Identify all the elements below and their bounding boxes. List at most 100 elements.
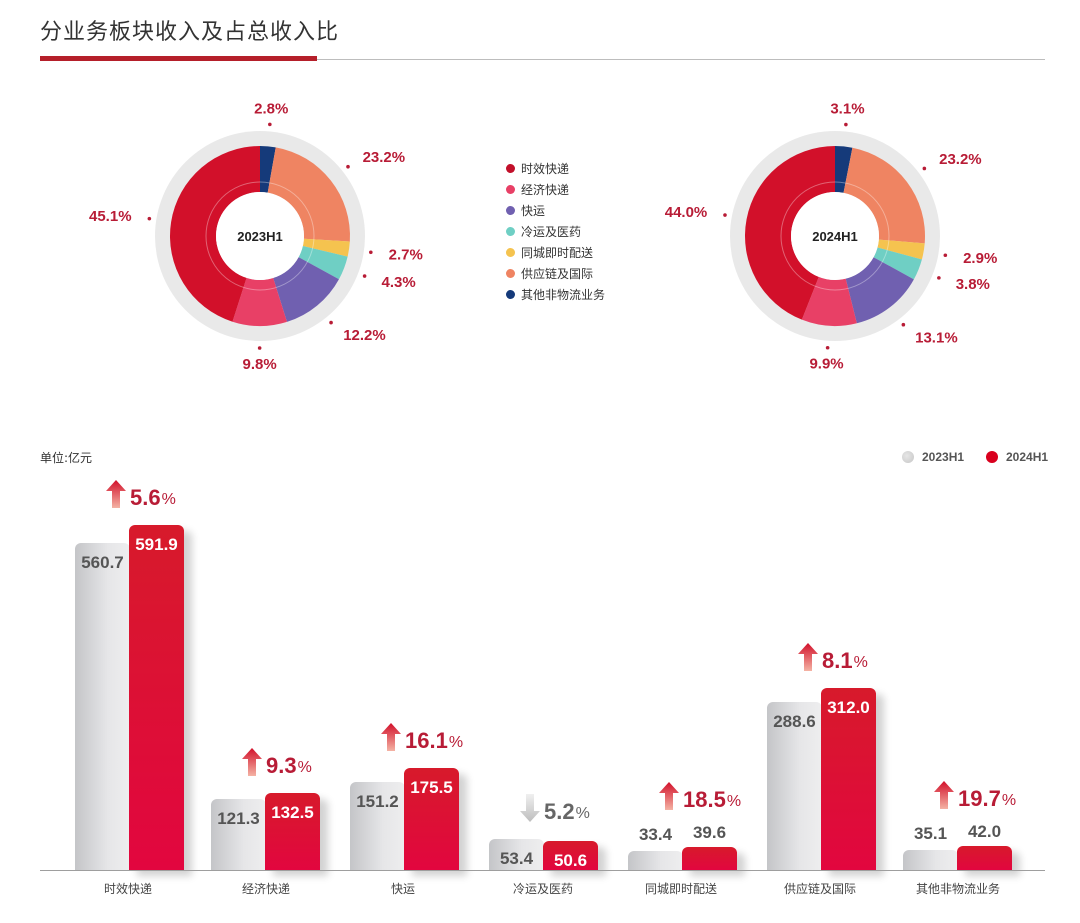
arrow-up-icon <box>381 722 401 751</box>
growth-unit: % <box>1001 791 1017 809</box>
donut-segment <box>873 247 922 280</box>
donut-segment <box>877 239 925 260</box>
growth-unit: % <box>853 654 868 672</box>
growth-unit: % <box>726 792 742 810</box>
percentage-label: 3.1% <box>830 101 864 118</box>
value-label-2023h1: 151.2 <box>356 791 399 811</box>
value-label-2023h1: 35.1 <box>913 823 948 843</box>
donut-legend: 时效快递 经济快递 快运 冷运及医药 同城即时配送 供应链及国际 其他非物流业务 <box>506 158 605 305</box>
arrow-up-icon <box>798 643 818 672</box>
donut-segment <box>170 146 260 322</box>
category-label: 时效快递 <box>103 882 152 896</box>
legend-dot-icon <box>506 185 515 194</box>
leader-dot-icon <box>844 122 848 127</box>
title-accent-bar <box>40 56 317 61</box>
donut-segment <box>845 257 914 324</box>
percentage-label: 2.8% <box>254 100 288 117</box>
value-label-2024h1: 175.5 <box>410 777 453 797</box>
leader-dot-icon <box>257 346 262 350</box>
bar-2024h1 <box>265 792 320 870</box>
legend-dot-icon <box>506 206 515 215</box>
growth-unit: % <box>297 758 312 776</box>
bar-2024h1 <box>543 840 598 870</box>
bar-group: 560.7 591.9 5.6% <box>75 0 195 870</box>
donut-chart-2024h1: 2024H1 3.1% 23.2% 2.9% 3.8% 13.1% 9.9% 44.0% <box>665 101 998 373</box>
bar-2024h1 <box>821 688 876 870</box>
legend-dot-icon <box>902 451 914 463</box>
donut-segment <box>835 146 853 193</box>
arrow-up-icon <box>659 781 679 810</box>
donut-segment <box>267 147 350 242</box>
bar-2024h1 <box>957 845 1012 870</box>
growth-value: 16.1 <box>405 727 448 753</box>
donut-center-label: 2023H1 <box>237 229 283 244</box>
leader-dot-icon <box>362 274 367 278</box>
growth-value: 5.6 <box>130 485 161 510</box>
value-label-2024h1: 132.5 <box>271 802 314 822</box>
percentage-label: 3.8% <box>956 276 990 293</box>
leader-dot-icon <box>329 320 333 325</box>
percentage-label: 2.7% <box>389 247 423 264</box>
donut-center-label: 2024H1 <box>812 229 858 244</box>
bar-group: 151.2 175.5 16.1% <box>350 0 470 870</box>
title-divider <box>40 59 1045 60</box>
legend-dot-icon <box>506 227 515 236</box>
legend-item: 其他非物流业务 <box>506 284 605 305</box>
donut-chart-2023h1: 2023H1 2.8% 23.2% 2.7% 4.3% 12.2% 9.8% 45.1% <box>89 100 423 373</box>
leader-dot-icon <box>922 166 927 171</box>
legend-dot-icon <box>506 290 515 299</box>
leader-dot-icon <box>147 216 152 221</box>
legend-label: 其他非物流业务 <box>521 288 606 302</box>
leader-dot-icon <box>268 122 272 127</box>
value-label-2024h1: 42.0 <box>967 821 1002 841</box>
leader-dot-icon <box>825 345 830 350</box>
legend-dot-icon <box>986 451 998 463</box>
bar-2024h1 <box>682 846 737 870</box>
legend-label: 2024H1 <box>1006 450 1049 464</box>
donut-segment <box>745 146 835 320</box>
percentage-label: 2.9% <box>963 250 997 267</box>
growth-value: 9.3 <box>266 752 297 778</box>
x-axis-baseline <box>40 870 1045 871</box>
percentage-label: 9.8% <box>242 356 276 373</box>
bar-group: 121.3 132.5 9.3% <box>211 0 331 870</box>
category-label: 同城即时配送 <box>644 882 717 896</box>
legend-label: 经济快递 <box>521 183 570 197</box>
bar-2023h1 <box>350 781 405 870</box>
value-label-2024h1: 50.6 <box>553 850 588 870</box>
legend-label: 冷运及医药 <box>521 225 582 239</box>
bar-legend-2023: 2023H1 <box>902 450 964 464</box>
legend-item: 时效快递 <box>506 158 605 179</box>
legend-dot-icon <box>506 248 515 257</box>
legend-item: 经济快递 <box>506 179 605 200</box>
growth-indicator: 8.1% <box>797 642 868 672</box>
growth-indicator: 5.2% <box>519 793 590 823</box>
legend-item: 同城即时配送 <box>506 242 605 263</box>
bar-2023h1 <box>211 799 266 870</box>
leader-dot-icon <box>369 250 373 255</box>
value-label-2023h1: 33.4 <box>638 824 673 844</box>
legend-item: 快运 <box>506 200 605 221</box>
leader-dot-icon <box>346 164 350 169</box>
donut-segment <box>260 146 276 193</box>
value-label-2024h1: 312.0 <box>827 698 870 718</box>
percentage-label: 4.3% <box>382 274 416 291</box>
growth-unit: % <box>448 733 464 751</box>
percentage-label: 9.9% <box>809 356 843 373</box>
growth-value: 19.7 <box>958 785 1001 811</box>
legend-dot-icon <box>506 164 515 173</box>
value-label-2023h1: 53.4 <box>499 848 534 868</box>
legend-item: 冷运及医药 <box>506 221 605 242</box>
value-label-2023h1: 121.3 <box>217 809 260 829</box>
legend-dot-icon <box>506 269 515 278</box>
bar-2023h1 <box>767 701 822 870</box>
bar-legend-2024: 2024H1 <box>986 450 1048 464</box>
growth-indicator: 18.5% <box>658 781 741 811</box>
growth-indicator: 16.1% <box>380 722 463 752</box>
arrow-down-icon <box>520 793 540 822</box>
value-label-2024h1: 39.6 <box>692 822 727 842</box>
leader-dot-icon <box>937 276 941 280</box>
donut-segment <box>232 277 287 326</box>
legend-label: 2023H1 <box>922 450 965 464</box>
bar-group: 288.6 312.0 8.1% <box>767 0 887 870</box>
